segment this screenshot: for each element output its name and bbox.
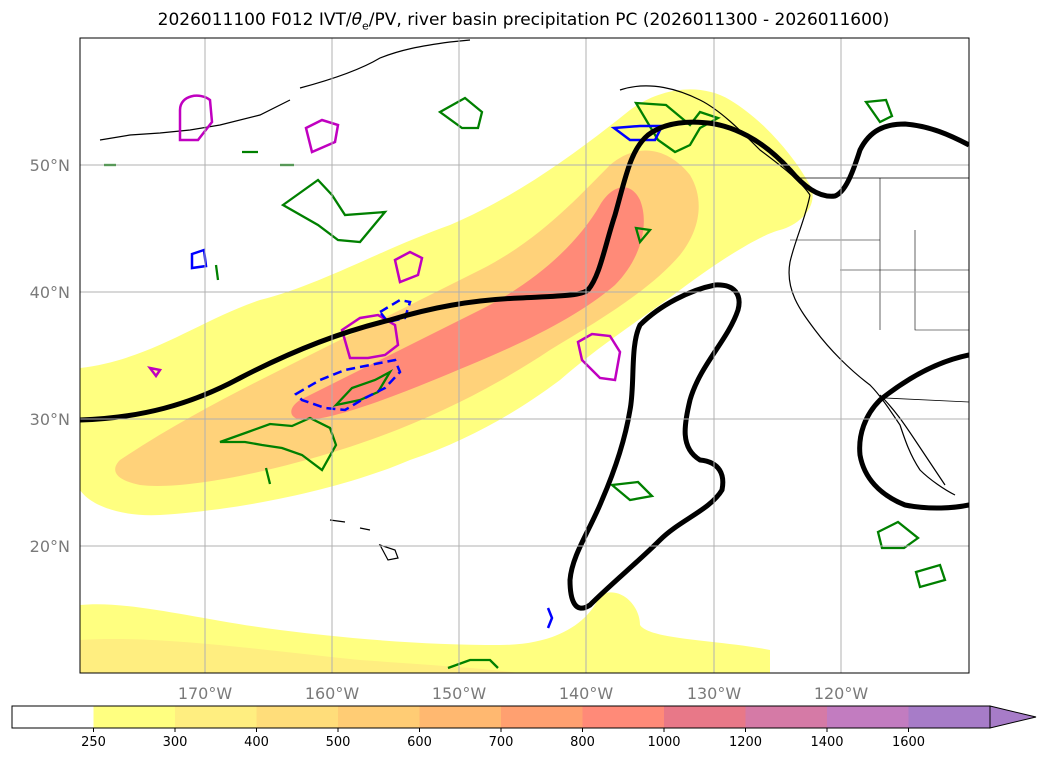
theta-magenta-contours xyxy=(147,94,622,382)
theta-contour xyxy=(178,94,214,142)
theta-contour xyxy=(147,366,163,379)
colorbar-tick-label: 1400 xyxy=(810,735,843,750)
lon-label: 120°W xyxy=(814,684,869,703)
theta-contour xyxy=(914,563,947,589)
lon-label: 150°W xyxy=(432,684,487,703)
ivt-band-south-inner xyxy=(80,639,520,673)
lon-label: 170°W xyxy=(178,684,233,703)
lon-label: 140°W xyxy=(559,684,614,703)
theta-contour xyxy=(876,520,920,550)
colorbar-tick-label: 250 xyxy=(81,735,106,750)
theta-contour xyxy=(393,250,424,284)
theta-contour xyxy=(863,98,894,124)
coastline-baja xyxy=(879,394,946,486)
colorbar-segment xyxy=(664,706,746,728)
map-title: 2026011100 F012 IVT/θe/PV, river basin p… xyxy=(157,10,890,33)
theta-contour xyxy=(609,480,655,502)
lat-labels: 50°N 40°N 30°N 20°N xyxy=(30,156,70,556)
precip-contour xyxy=(378,298,412,324)
precip-contour xyxy=(546,607,554,629)
coastline-alaska xyxy=(299,39,471,89)
colorbar-tick-label: 700 xyxy=(489,735,514,750)
pv-contour-main xyxy=(80,119,969,423)
colorbar-segment xyxy=(12,706,94,728)
coastline-alaska-panhandle xyxy=(619,85,811,196)
border-us-mexico xyxy=(884,397,969,403)
colorbar-tick-label: 400 xyxy=(244,735,269,750)
colorbar-tick-label: 500 xyxy=(326,735,351,750)
precip-blue-contours xyxy=(190,124,665,629)
theta-contour xyxy=(634,226,653,245)
colorbar-segment xyxy=(582,706,665,728)
colorbar-segment xyxy=(175,706,257,728)
precip-contour xyxy=(610,124,665,142)
colorbar-tick-label: 800 xyxy=(570,735,595,750)
lon-label: 130°W xyxy=(687,684,742,703)
theta-contour xyxy=(304,118,340,154)
colorbar-tick-label: 1000 xyxy=(647,735,680,750)
gridlines xyxy=(80,38,969,673)
map-panel xyxy=(80,39,969,673)
colorbar-segment xyxy=(256,706,339,728)
map-frame xyxy=(79,37,970,674)
lon-label: 160°W xyxy=(305,684,360,703)
theta-contour xyxy=(280,178,388,244)
coastline-aleutians xyxy=(99,99,291,141)
colorbar: 250 300 400 500 600 700 800 1000 1200 1400 1600 xyxy=(11,705,1037,750)
coastlines xyxy=(99,39,969,561)
pv-contour-south xyxy=(857,352,969,511)
theta-contour xyxy=(437,96,484,130)
pv-contours xyxy=(80,119,969,611)
colorbar-segment xyxy=(827,706,909,728)
lon-labels: 170°W 160°W 150°W 140°W 130°W 120°W xyxy=(178,684,869,703)
pv-contour-cutoff xyxy=(567,282,742,611)
lat-label: 30°N xyxy=(30,410,70,429)
state-borders xyxy=(790,178,969,331)
colorbar-segment xyxy=(93,706,176,728)
lat-label: 50°N xyxy=(30,156,70,175)
colorbar-segment xyxy=(745,706,828,728)
colorbar-tick-label: 600 xyxy=(407,735,432,750)
coastline-hawaii xyxy=(329,519,399,561)
colorbar-segment xyxy=(908,706,991,728)
coastline-north-america xyxy=(788,194,956,496)
theta-contour xyxy=(576,332,622,382)
colorbar-segment xyxy=(338,706,420,728)
lat-label: 20°N xyxy=(30,537,70,556)
ivt-band-400 xyxy=(115,150,699,486)
precip-contour xyxy=(190,248,208,270)
colorbar-tick-label: 300 xyxy=(163,735,188,750)
colorbar-tick-label: 1200 xyxy=(729,735,762,750)
theta-contour xyxy=(340,313,400,360)
colorbar-tick-label: 1600 xyxy=(892,735,925,750)
lat-label: 40°N xyxy=(30,283,70,302)
colorbar-extend-arrow xyxy=(989,705,1037,729)
colorbar-segment xyxy=(501,706,583,728)
colorbar-segment xyxy=(419,706,502,728)
theta-contour xyxy=(219,416,338,472)
precip-contour xyxy=(293,358,402,412)
ivt-shading xyxy=(80,89,813,673)
